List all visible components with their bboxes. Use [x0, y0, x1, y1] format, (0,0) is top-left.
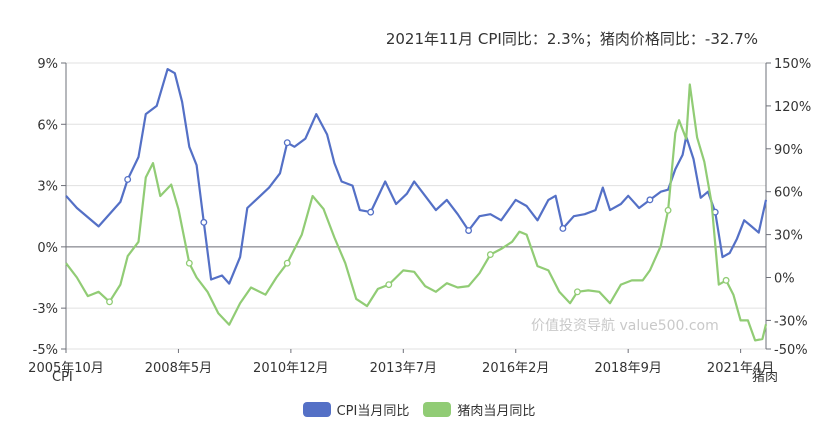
- x-tick-label: 2018年9月: [594, 361, 661, 376]
- y-left-tick-label: 3%: [37, 180, 58, 195]
- y-left-tick-label: 9%: [37, 57, 58, 72]
- y-right-tick-label: -30%: [774, 314, 808, 329]
- data-point-marker[interactable]: [200, 218, 208, 226]
- x-tick-label: 2016年2月: [482, 361, 549, 376]
- legend-label: 猪肉当月同比: [457, 404, 536, 419]
- data-point-marker[interactable]: [722, 276, 730, 284]
- legend-swatch: [302, 402, 331, 417]
- y-right-tick-label: 150%: [774, 57, 811, 72]
- series-lines[interactable]: [65, 68, 768, 342]
- data-point-marker[interactable]: [185, 259, 193, 267]
- x-tick-label: 2013年7月: [370, 361, 437, 376]
- x-tick-label: 2008年5月: [145, 361, 212, 376]
- y-left-tick-label: -3%: [33, 302, 58, 317]
- y-right-tick-label: 30%: [774, 229, 803, 244]
- data-point-marker[interactable]: [283, 139, 291, 147]
- legend-label: CPI当月同比: [336, 404, 410, 419]
- y-right-tick-label: 0%: [774, 272, 795, 287]
- y-right-tick-label: 90%: [774, 143, 803, 158]
- chart-title: 2021年11月 CPI同比：2.3%；猪肉价格同比：-32.7%: [385, 30, 758, 48]
- x-tick-label: 2005年10月: [28, 361, 104, 376]
- y-right-tick-label: 120%: [774, 100, 811, 115]
- y-right-axis-name: 猪肉: [752, 370, 778, 385]
- y-left-axis-name: CPI: [52, 370, 73, 385]
- data-point-marker[interactable]: [283, 259, 291, 267]
- y-right-tick-label: 60%: [774, 186, 803, 201]
- y-right-tick-label: -50%: [774, 343, 808, 358]
- data-point-marker[interactable]: [124, 175, 132, 183]
- legend: CPI当月同比 猪肉当月同比: [0, 400, 838, 419]
- x-tick-label: 2010年12月: [253, 361, 329, 376]
- axes: 9% 6% 3% 0% -3% -5% 150% 120% 90% 60% 30% 0% -30% -50…: [28, 57, 811, 385]
- data-point-marker[interactable]: [559, 225, 567, 232]
- y-left-tick-label: -5%: [33, 343, 58, 358]
- watermark: 价值投资导航 value500.com: [531, 318, 719, 334]
- legend-swatch: [423, 402, 452, 417]
- data-point-marker[interactable]: [106, 298, 113, 306]
- legend-item[interactable]: 猪肉当月同比: [423, 400, 535, 419]
- grid-lines: [66, 62, 766, 350]
- data-point-marker[interactable]: [646, 196, 654, 204]
- y-left-tick-label: 6%: [37, 118, 58, 133]
- x-tick-label: 2021年4月: [707, 361, 774, 376]
- data-point-marker[interactable]: [385, 281, 393, 289]
- series-line[interactable]: [65, 68, 768, 285]
- y-left-tick-label: 0%: [37, 241, 58, 256]
- data-point-marker[interactable]: [367, 208, 375, 216]
- data-point-marker[interactable]: [664, 206, 672, 214]
- data-point-marker[interactable]: [486, 251, 494, 259]
- data-point-marker[interactable]: [465, 227, 473, 234]
- legend-item[interactable]: CPI当月同比: [302, 400, 410, 419]
- series-line[interactable]: [65, 83, 768, 342]
- data-point-marker[interactable]: [573, 288, 581, 296]
